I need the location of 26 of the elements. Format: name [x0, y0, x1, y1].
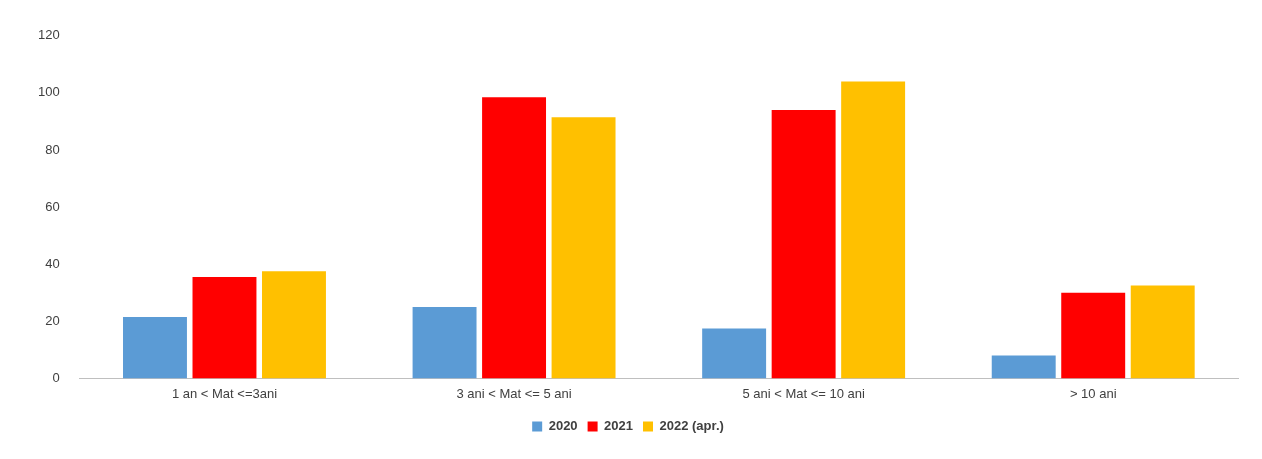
y-tick-label: 40 — [45, 255, 60, 271]
y-tick-label: 100 — [37, 84, 60, 100]
bar — [123, 317, 187, 379]
y-tick-label: 60 — [45, 198, 60, 214]
legend-label: 2021 — [604, 418, 634, 434]
y-tick-label: 0 — [52, 369, 60, 385]
bar — [412, 307, 477, 379]
bar — [771, 110, 836, 379]
bar — [991, 355, 1056, 379]
bar — [1061, 292, 1126, 379]
x-tick-label: 1 an < Mat <=3ani — [171, 385, 278, 401]
bar — [262, 271, 326, 379]
y-tick-label: 120 — [37, 27, 60, 43]
legend-label: 2022 (apr.) — [659, 418, 724, 434]
x-tick-label: 5 ani < Mat <= 10 ani — [742, 385, 865, 401]
x-tick-label: 3 ani < Mat <= 5 ani — [456, 385, 572, 401]
x-tick-label: > 10 ani — [1069, 385, 1117, 401]
y-tick-label: 80 — [45, 141, 60, 157]
bar — [482, 97, 547, 379]
bar — [702, 328, 767, 379]
bar — [841, 81, 906, 379]
bar — [1130, 285, 1195, 379]
legend-label: 2020 — [548, 418, 578, 434]
y-tick-label: 20 — [45, 312, 60, 328]
bar — [551, 117, 616, 379]
bar — [192, 277, 257, 379]
